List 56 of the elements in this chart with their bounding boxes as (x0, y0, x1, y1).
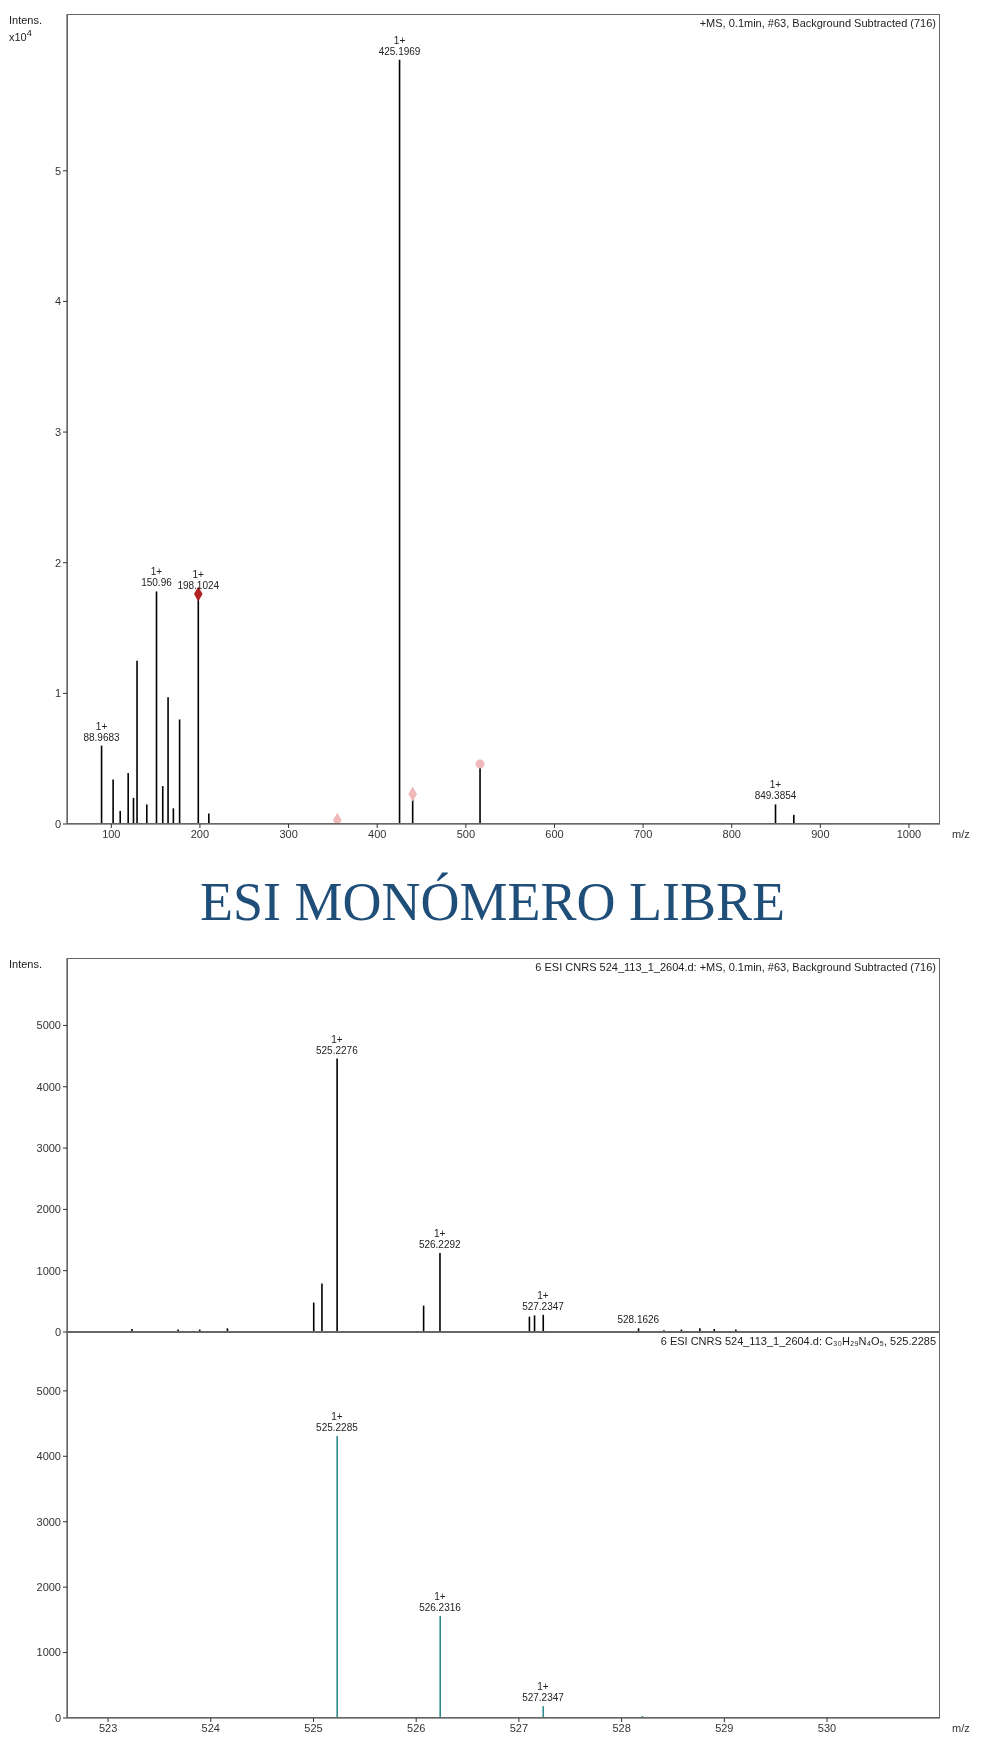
y-tick-label: 3 (54, 425, 61, 438)
x-tick-label: 500 (456, 827, 476, 840)
y-axis-title: Intens. (9, 958, 44, 971)
x-tick-label: 526 (407, 1721, 426, 1734)
y-tick-label: 0 (54, 817, 61, 830)
annotation: 1+ 526.2292 (418, 1227, 462, 1250)
y-tick-label: 5000 (36, 1019, 61, 1032)
y-tick-label: 3000 (36, 1141, 61, 1154)
annotation: 1+ 525.2276 (316, 1033, 359, 1056)
annotation: 1+ 849.3854 (754, 779, 797, 802)
x-tick-label: 800 (722, 827, 741, 840)
x-tick-label: 525 (304, 1721, 323, 1734)
annotation: 1+ 526.2316 (419, 1590, 462, 1613)
x-tick-label: 200 (190, 827, 210, 840)
y-tick-label: 1000 (36, 1264, 61, 1277)
y-tick-label: 5000 (36, 1384, 61, 1397)
chart-title: +MS, 0.1min, #63, Background Subtracted (716) (699, 17, 936, 29)
chart-title: ESI MONÓMERO LIBRE (199, 871, 786, 934)
y-tick-label: 4000 (36, 1080, 61, 1093)
y-tick-label: 2 (54, 556, 61, 569)
y-tick-label: 5 (54, 164, 61, 177)
annotation: 1+ 198.1024 (177, 569, 220, 592)
annotation: 1+ 525.2285 (316, 1411, 359, 1434)
annotation: 1+ 425.1969 (378, 34, 421, 57)
x-tick-label: 523 (98, 1721, 118, 1734)
y-tick-label: 2000 (36, 1581, 61, 1594)
y-tick-label: 1000 (36, 1646, 61, 1659)
y-tick-label: 4000 (36, 1450, 61, 1463)
annotation: 1+ 527.2347 (522, 1681, 565, 1704)
x-axis-title: m/z (952, 828, 970, 840)
x-tick-label: 529 (715, 1721, 734, 1734)
x-tick-label: 700 (633, 827, 653, 840)
x-tick-label: 600 (545, 827, 564, 840)
y-tick-label: 1 (54, 687, 61, 700)
x-tick-label: 1000 (896, 827, 922, 840)
y-tick-label: 0 (54, 1711, 61, 1724)
y-tick-label: 2000 (36, 1203, 61, 1216)
x-tick-label: 530 (817, 1721, 837, 1734)
x-tick-label: 528 (612, 1721, 631, 1734)
annotation: 1+ 150.96 (141, 566, 173, 589)
x-tick-label: 527 (509, 1721, 529, 1734)
y-tick-label: 4 (54, 295, 61, 308)
annotation: 1+ 527.2347 (522, 1289, 565, 1312)
y-axis-title: Intens. x10$^{4}$ (9, 14, 44, 44)
chart-title: 6 ESI CNRS 524_113_1_2604.d: C₃₀H₂₉N₄O₅, 525.2285 (660, 1335, 936, 1347)
chart-subtitle: 6 ESI CNRS 524_113_1_2604.d: +MS, 0.1min, #63, Background Subtracted (716) (535, 961, 936, 973)
x-tick-label: 300 (279, 827, 298, 840)
y-tick-label: 0 (54, 1325, 61, 1338)
x-tick-label: 524 (201, 1721, 220, 1734)
x-tick-label: 900 (811, 827, 830, 840)
y-tick-label: 3000 (36, 1515, 61, 1528)
annotation: 1+ 88.9683 (83, 720, 121, 743)
annotation: 528.1626 (617, 1314, 660, 1326)
x-tick-label: 100 (102, 827, 121, 840)
x-axis-title: m/z (952, 1722, 970, 1734)
x-tick-label: 400 (368, 827, 387, 840)
